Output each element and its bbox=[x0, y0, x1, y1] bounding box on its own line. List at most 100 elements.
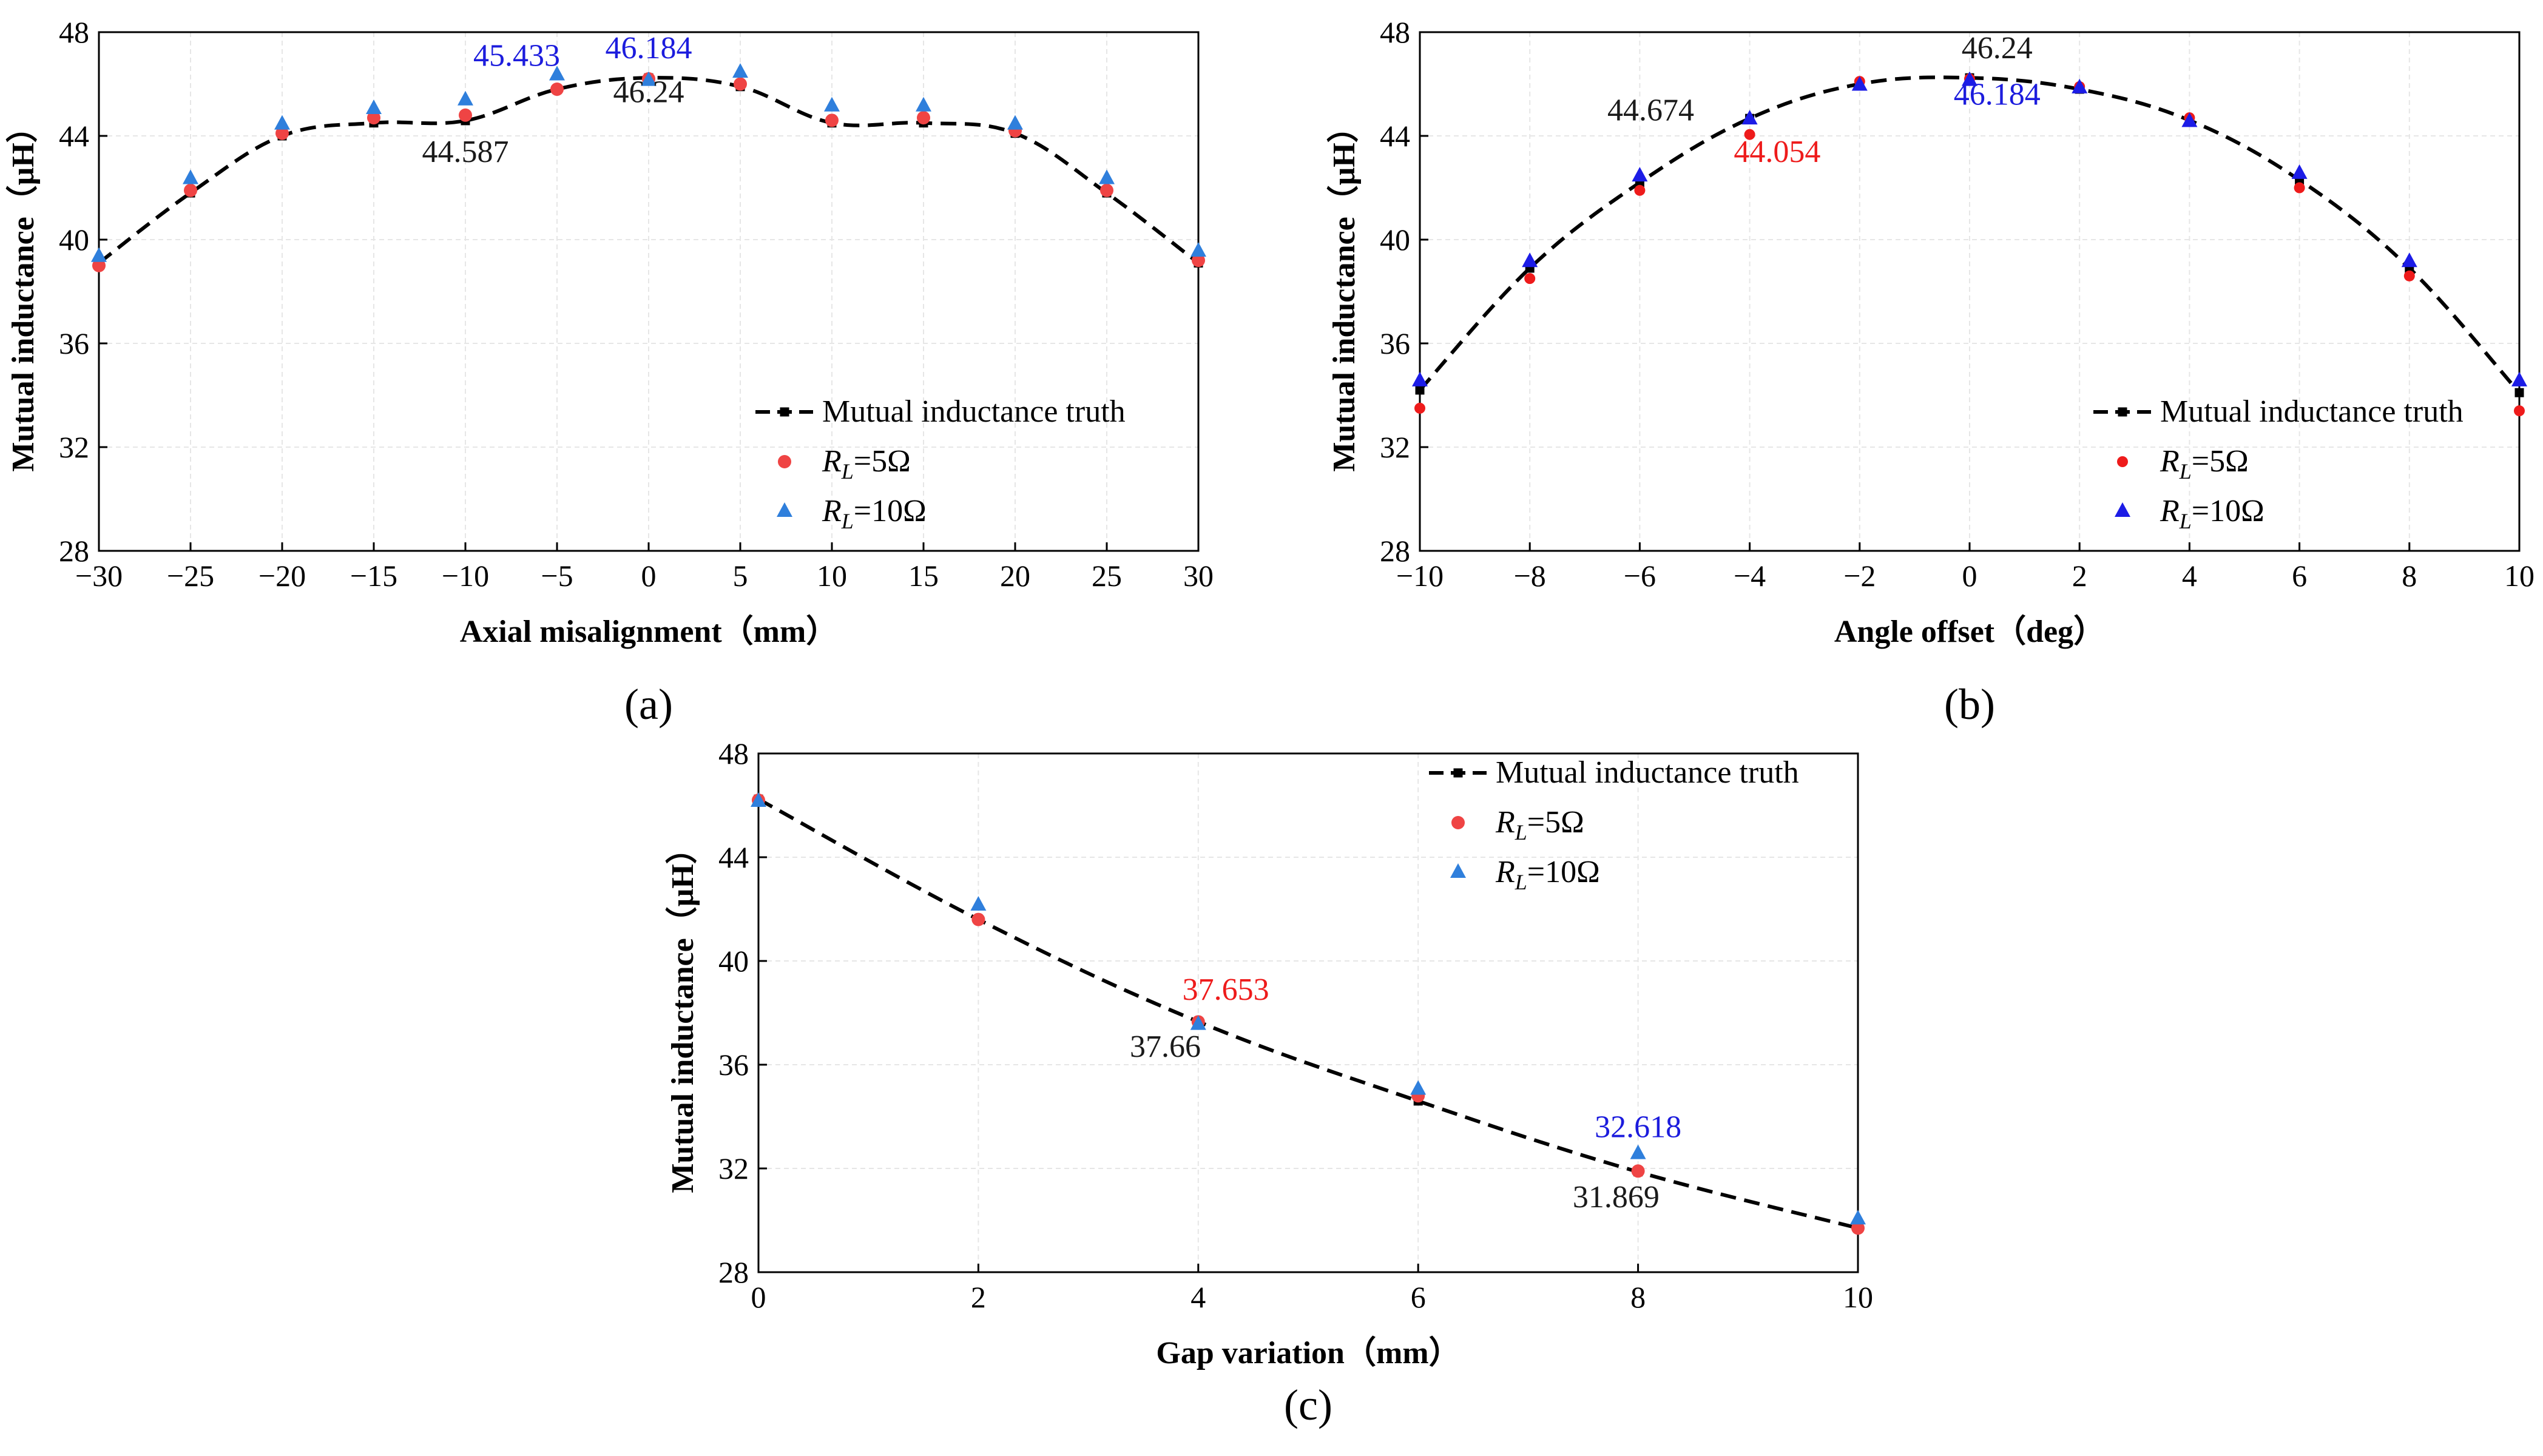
x-tick-label: 25 bbox=[1092, 559, 1122, 593]
rl10-point bbox=[274, 115, 290, 130]
x-tick-label: 2 bbox=[2072, 559, 2087, 593]
rl10-point bbox=[1412, 371, 1428, 386]
rl5-point bbox=[1192, 254, 1205, 268]
legend: Mutual inductance truth RL=5Ω RL=10Ω bbox=[2093, 394, 2464, 533]
rl5-point bbox=[2294, 182, 2305, 194]
rl5-point bbox=[1851, 1221, 1865, 1235]
x-tick-label: −30 bbox=[75, 559, 123, 593]
rl5-point bbox=[459, 108, 472, 122]
rl10-point bbox=[1850, 1210, 1866, 1225]
x-tick-label: 6 bbox=[1411, 1280, 1426, 1314]
data-label: 31.869 bbox=[1573, 1180, 1660, 1215]
chart-panel-c: 0 2 4 6 8 10 28 32 36 40 44 48 Gap variation（mm） Mutu… bbox=[665, 736, 1873, 1429]
y-tick-label: 40 bbox=[718, 944, 749, 978]
rl5-point bbox=[275, 126, 289, 140]
legend-rl5-marker bbox=[778, 455, 791, 468]
rl5-point bbox=[1100, 183, 1113, 197]
data-label: 46.184 bbox=[606, 31, 692, 66]
legend-rl5-marker bbox=[2117, 456, 2128, 467]
y-axis-label: Mutual inductance（μH） bbox=[1326, 111, 1362, 471]
rl10-point bbox=[2291, 164, 2308, 179]
x-tick-label: 0 bbox=[1962, 559, 1977, 593]
legend-truth-marker bbox=[1453, 768, 1463, 778]
rl10-point bbox=[2401, 252, 2417, 268]
rl10-point bbox=[1962, 71, 1977, 86]
rl5-point bbox=[917, 111, 930, 125]
x-tick-label: 5 bbox=[733, 559, 748, 593]
legend-rl5-marker bbox=[1451, 816, 1465, 829]
y-tick-label: 28 bbox=[1380, 534, 1410, 568]
rl10-point bbox=[549, 66, 565, 81]
rl5-point bbox=[1634, 184, 1646, 196]
rl10-point bbox=[1190, 242, 1206, 257]
data-label: 45.433 bbox=[473, 39, 560, 73]
panel-label: (c) bbox=[1284, 1381, 1332, 1429]
legend-rl10-marker bbox=[777, 502, 792, 517]
rl10-point bbox=[1632, 167, 1648, 182]
x-tick-label: 0 bbox=[751, 1280, 766, 1314]
legend-truth-label: Mutual inductance truth bbox=[822, 394, 1126, 429]
x-axis-label: Axial misalignment（mm） bbox=[460, 614, 838, 649]
rl5-point bbox=[92, 258, 106, 272]
rl5-point bbox=[825, 113, 839, 127]
y-tick-label: 44 bbox=[59, 119, 89, 153]
y-tick-label: 48 bbox=[718, 736, 749, 770]
y-tick-label: 32 bbox=[718, 1151, 749, 1185]
rl10-point bbox=[1190, 1015, 1206, 1030]
rl5-point bbox=[1631, 1164, 1645, 1178]
rl10-point bbox=[1522, 252, 1538, 268]
x-tick-label: 10 bbox=[817, 559, 847, 593]
legend-rl10-marker bbox=[2115, 502, 2130, 517]
x-axis-label: Gap variation（mm） bbox=[1156, 1335, 1460, 1370]
x-tick-label: 30 bbox=[1183, 559, 1214, 593]
y-tick-label: 36 bbox=[718, 1048, 749, 1082]
legend-rl10-label: RL=10Ω bbox=[2160, 494, 2264, 533]
rl10-point bbox=[1410, 1080, 1427, 1095]
rl10-point bbox=[1099, 169, 1115, 184]
y-tick-label: 48 bbox=[59, 15, 89, 49]
rl10-point bbox=[183, 169, 198, 184]
rl5-point bbox=[1524, 273, 1536, 285]
rl10-point bbox=[1741, 110, 1758, 125]
x-tick-label: −10 bbox=[1396, 559, 1444, 593]
rl10-point bbox=[2181, 112, 2198, 127]
rl5-point bbox=[1744, 129, 1755, 140]
x-tick-label: 8 bbox=[1630, 1280, 1646, 1314]
rl10-point bbox=[641, 71, 657, 86]
x-tick-label: −5 bbox=[541, 559, 573, 593]
legend-truth-label: Mutual inductance truth bbox=[1496, 755, 1799, 790]
rl10-point bbox=[366, 99, 382, 115]
data-label: 44.054 bbox=[1734, 135, 1820, 169]
x-tick-label: 15 bbox=[908, 559, 939, 593]
x-tick-label: −8 bbox=[1514, 559, 1546, 593]
y-tick-label: 40 bbox=[59, 223, 89, 257]
rl5-point bbox=[184, 183, 197, 197]
truth-point bbox=[2514, 388, 2524, 397]
truth-point bbox=[1415, 385, 1425, 395]
truth-line bbox=[757, 797, 1859, 1230]
plot-frame bbox=[757, 752, 1859, 1273]
x-tick-label: −6 bbox=[1624, 559, 1656, 593]
panel-label: (a) bbox=[624, 680, 673, 729]
x-tick-label: 20 bbox=[1000, 559, 1030, 593]
y-tick-label: 28 bbox=[718, 1255, 749, 1289]
y-axis-label: Mutual inductance（μH） bbox=[665, 832, 700, 1193]
data-label: 46.184 bbox=[1954, 78, 2041, 112]
data-label: 37.653 bbox=[1183, 972, 1269, 1007]
legend-rl10-label: RL=10Ω bbox=[822, 494, 927, 533]
data-label: 46.24 bbox=[1962, 31, 2033, 66]
data-label: 44.674 bbox=[1607, 93, 1694, 127]
x-tick-label: −10 bbox=[442, 559, 489, 593]
legend-truth-label: Mutual inductance truth bbox=[2160, 394, 2464, 429]
x-tick-label: −4 bbox=[1734, 559, 1766, 593]
x-tick-label: 2 bbox=[971, 1280, 986, 1314]
x-tick-label: 8 bbox=[2402, 559, 2417, 593]
legend-truth-marker bbox=[780, 407, 789, 417]
y-tick-label: 36 bbox=[1380, 326, 1410, 360]
chart-panel-b: −10 −8 −6 −4 −2 0 2 4 6 8 10 28 32 36 40 44 48 Angle offs… bbox=[1326, 15, 2535, 729]
rl5-point bbox=[2403, 270, 2415, 281]
rl10-point bbox=[916, 96, 931, 112]
legend-rl5-label: RL=5Ω bbox=[822, 444, 911, 484]
rl5-point bbox=[971, 912, 985, 926]
y-tick-label: 48 bbox=[1380, 15, 1410, 49]
